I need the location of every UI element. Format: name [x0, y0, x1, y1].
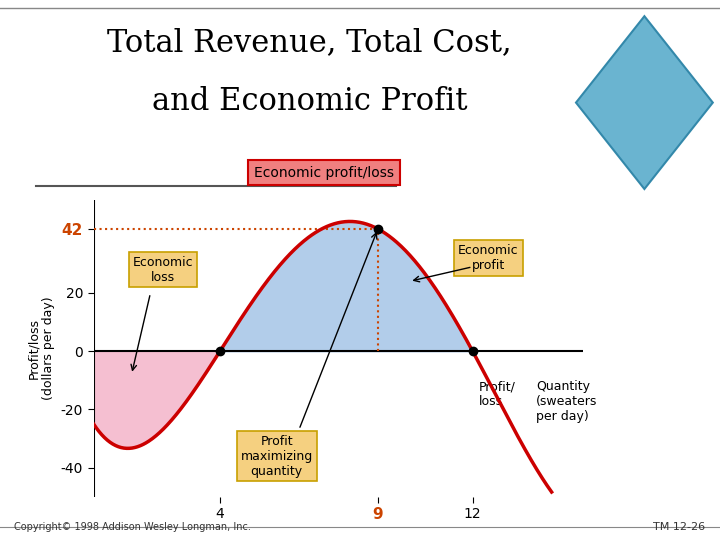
Text: Copyright© 1998 Addison Wesley Longman, Inc.: Copyright© 1998 Addison Wesley Longman, … — [14, 522, 251, 532]
Text: Economic
loss: Economic loss — [132, 255, 194, 284]
Y-axis label: Profit/loss
(dollars per day): Profit/loss (dollars per day) — [27, 296, 55, 400]
Text: Profit
maximizing
quantity: Profit maximizing quantity — [240, 435, 313, 477]
Text: TM 12-26: TM 12-26 — [654, 522, 706, 532]
Text: and Economic Profit: and Economic Profit — [152, 86, 467, 117]
Text: Economic profit/loss: Economic profit/loss — [254, 166, 394, 180]
Text: Total Revenue, Total Cost,: Total Revenue, Total Cost, — [107, 27, 512, 58]
Text: Economic
profit: Economic profit — [458, 244, 518, 272]
Text: Profit/
loss: Profit/ loss — [479, 380, 516, 408]
Text: Quantity
(sweaters
per day): Quantity (sweaters per day) — [536, 380, 597, 423]
